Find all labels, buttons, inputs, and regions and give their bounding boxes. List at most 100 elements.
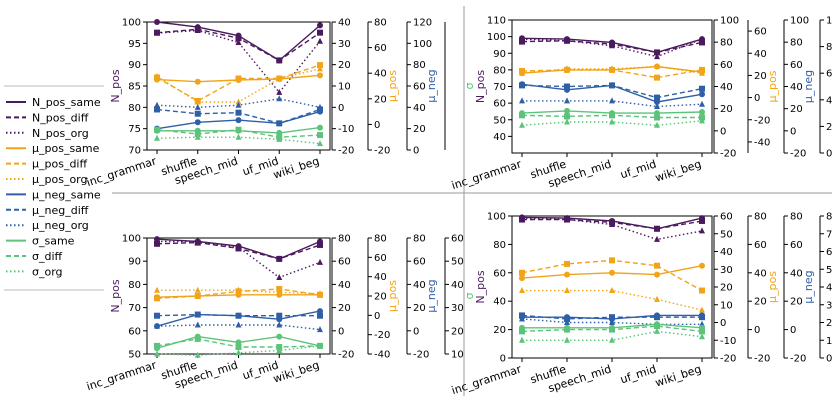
legend-item: μ_pos_org	[6, 173, 87, 186]
data-point	[276, 312, 283, 319]
data-point	[609, 65, 615, 72]
tick-label: 0	[754, 325, 760, 336]
axis-1: 40 50 60 70 80 90 100 110 N_pos	[474, 16, 512, 143]
legend-item: μ_neg_same	[6, 188, 101, 201]
data-point	[519, 112, 525, 119]
tick-label: -20	[338, 146, 354, 157]
data-point	[699, 69, 705, 76]
tick-label: 40	[338, 280, 351, 291]
tick-label: 30	[720, 265, 733, 276]
data-point	[235, 98, 242, 105]
legend-item: μ_neg_diff	[6, 204, 89, 217]
series-μ_pos_org	[154, 286, 323, 297]
data-point	[317, 326, 323, 333]
tick-label: -20	[338, 350, 354, 361]
tick-label: 0	[754, 93, 760, 104]
data-point	[654, 94, 660, 101]
tick-label: 60	[754, 240, 767, 251]
series-μ_neg_diff	[154, 106, 323, 127]
axis-label: μ_pos	[386, 70, 399, 102]
data-point	[154, 106, 160, 113]
data-point	[699, 117, 705, 124]
tick-label: 0	[413, 326, 419, 337]
tick-label: 20	[493, 325, 506, 336]
data-point	[154, 312, 160, 319]
tick-label: 0	[374, 311, 380, 322]
tick-label: 20	[826, 122, 833, 133]
axis-1: 0 20 40 60 80 100 N_pos	[474, 212, 512, 365]
tick-label: 100	[122, 234, 141, 245]
tick-label: 40	[826, 95, 833, 106]
data-point	[194, 78, 201, 85]
data-point	[276, 289, 283, 296]
tick-label: 20	[338, 60, 351, 71]
tick-label: 40	[413, 103, 426, 114]
data-point	[699, 35, 705, 42]
data-point	[235, 286, 242, 293]
legend-label: N_pos_org	[32, 127, 89, 140]
data-point	[154, 350, 160, 357]
series-σ_org	[519, 327, 705, 343]
tick-label: 100	[413, 39, 432, 50]
axis-3: -20 0 20 40 60 80 μ_pos	[367, 18, 399, 157]
data-point	[235, 312, 242, 319]
data-point	[317, 29, 323, 36]
data-point	[519, 269, 525, 276]
data-point	[564, 83, 570, 90]
data-point	[317, 342, 323, 349]
tick-label: 80	[826, 212, 833, 223]
data-point	[564, 118, 570, 125]
legend-item: σ_same	[6, 235, 75, 248]
tick-label: 20	[413, 124, 426, 135]
data-point	[564, 97, 570, 104]
tick-label: 110	[487, 16, 506, 27]
tick-label: 80	[790, 38, 803, 49]
tick-label: 85	[128, 82, 141, 93]
series-μ_pos_diff	[519, 257, 705, 294]
data-point	[194, 119, 201, 126]
tick-label: 0	[413, 146, 419, 157]
x-tick-label: wiki_beg	[654, 157, 703, 184]
data-point	[194, 311, 201, 318]
data-point	[194, 237, 201, 244]
data-point	[194, 27, 201, 34]
data-point	[654, 114, 660, 121]
data-point	[519, 214, 525, 221]
data-point	[519, 121, 525, 128]
data-point	[699, 108, 705, 115]
data-point	[276, 95, 283, 102]
tick-label: 60	[790, 60, 803, 71]
data-point	[609, 326, 615, 333]
tick-label: 80	[413, 60, 426, 71]
tick-label: 80	[128, 103, 141, 114]
data-point	[154, 295, 160, 302]
legend-label: σ_same	[32, 235, 75, 248]
axis-label: μ_neg	[425, 279, 438, 312]
legend-item: μ_pos_same	[6, 142, 100, 155]
x-tick-label: inc_grammar	[450, 157, 523, 192]
data-point	[317, 312, 323, 319]
data-point	[519, 312, 525, 319]
legend-label: μ_pos_diff	[32, 158, 87, 171]
data-point	[276, 273, 283, 280]
data-point	[609, 269, 615, 276]
axis-3: -40 -20 0 20 40 60 80 μ_pos	[367, 234, 399, 361]
legend-label: σ_diff	[32, 250, 63, 263]
tick-label: -20	[374, 330, 390, 341]
data-point	[235, 75, 242, 82]
data-point	[317, 241, 323, 248]
series-N_pos_org	[154, 27, 323, 95]
tick-label: -20	[413, 350, 429, 361]
tick-label: 60	[413, 257, 426, 268]
tick-label: 50	[826, 265, 833, 276]
data-point	[654, 235, 660, 242]
data-point	[235, 321, 242, 328]
tick-label: -20	[720, 149, 736, 160]
axis-1: 50 60 70 80 90 100 N_pos	[109, 234, 147, 361]
data-point	[519, 287, 525, 294]
axis-2: -20 0 20 40 60 80	[331, 234, 354, 361]
data-point	[654, 327, 660, 334]
x-tick-label: wiki_beg	[272, 358, 321, 385]
series-N_pos_org	[519, 214, 705, 242]
data-point	[235, 344, 242, 351]
